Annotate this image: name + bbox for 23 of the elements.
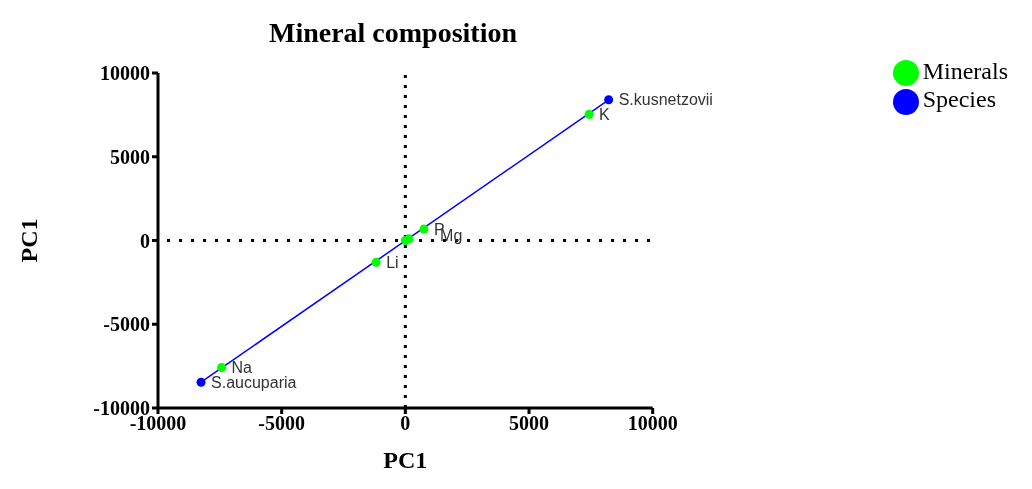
y-tick-label: 0 [140,229,150,252]
annotation: S.kusnetzovii [618,91,713,109]
annotation: K [599,106,611,124]
point [404,234,414,244]
point [584,109,594,119]
chart-title: Mineral composition [267,16,519,50]
x-tick-label: -5000 [258,412,306,435]
legend-label: Species [922,86,996,113]
point [217,363,227,373]
x-tick-label: 5000 [509,412,550,435]
annotation: Li [386,253,399,271]
y-tick-label: 10000 [100,62,150,85]
legend-label: Minerals [922,58,1008,84]
x-tick-label: 10000 [627,412,678,435]
point [371,257,381,267]
x-axis-title: PC1 [383,447,428,473]
point [196,377,206,387]
x-tick-label: 0 [400,412,411,435]
point [604,95,614,105]
y-tick-label: 5000 [110,145,150,168]
point [419,224,429,234]
y-axis-title: PC1 [15,218,42,263]
y-tick-label: -5000 [103,313,150,336]
